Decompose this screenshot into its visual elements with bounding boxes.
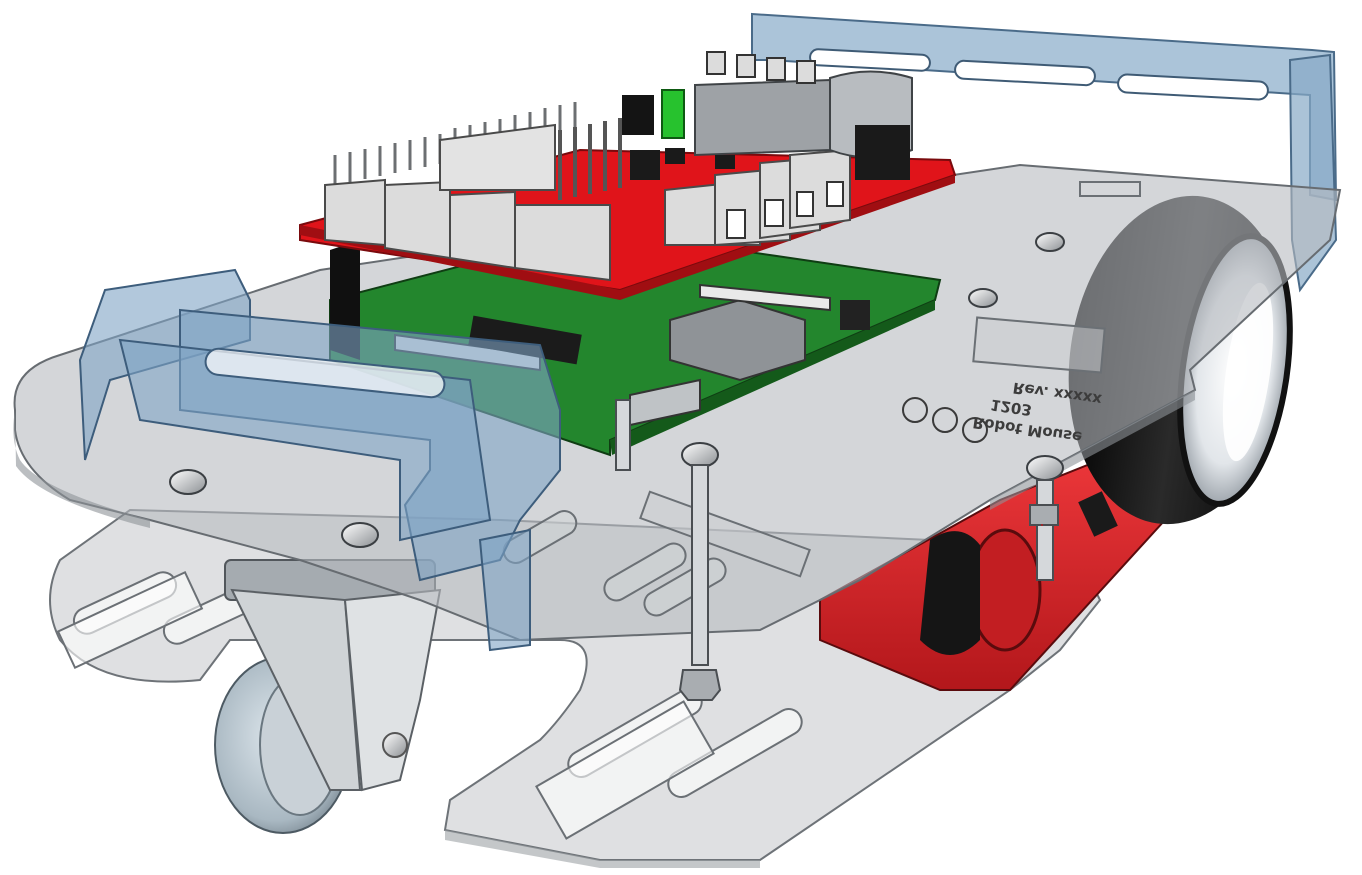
front-bracket bbox=[78, 268, 561, 652]
red-shield-pcb bbox=[299, 51, 957, 300]
screws bbox=[169, 232, 1065, 701]
engraving-line-2: 1203 bbox=[989, 396, 1033, 420]
caster-wheel bbox=[214, 559, 442, 834]
engraved-logo bbox=[902, 397, 988, 443]
